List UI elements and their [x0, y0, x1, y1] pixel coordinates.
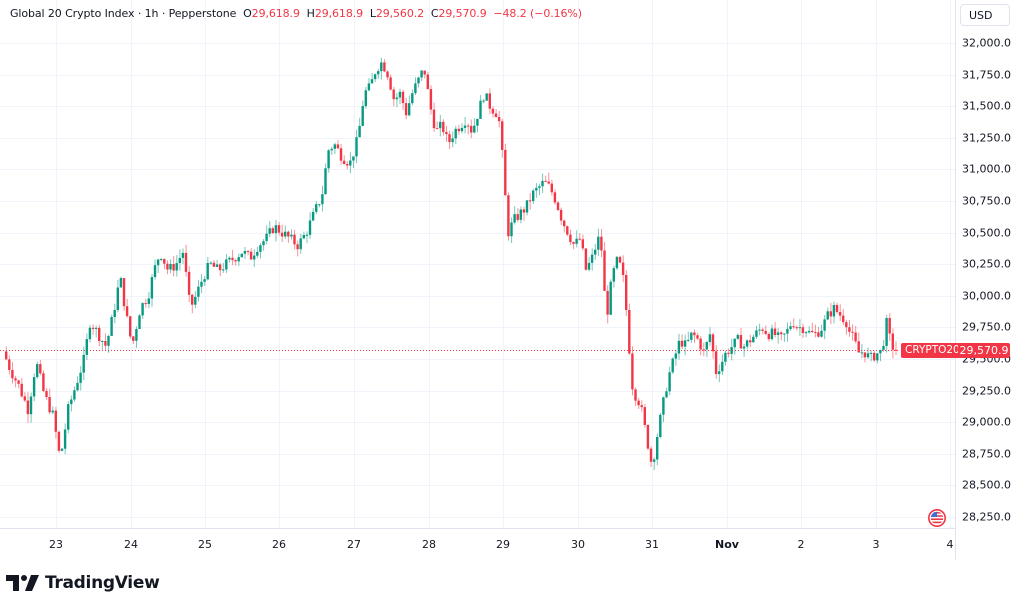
price-tick-label: 29,750.0 [962, 320, 1011, 334]
currency-button[interactable]: USD [960, 4, 1010, 26]
separator: · [137, 7, 142, 20]
last-price-tag: 29,570.9 [958, 343, 1010, 358]
price-tick-label: 31,750.0 [962, 68, 1011, 82]
candlestick-plot[interactable] [0, 0, 1024, 560]
grid-lines [0, 0, 955, 528]
low-value: 29,560.2 [375, 7, 425, 20]
chart-legend: Global 20 Crypto Index · 1h · Pepperston… [10, 7, 582, 20]
price-tick-label: 29,000.0 [962, 415, 1011, 429]
time-tick-label: 29 [496, 538, 510, 551]
price-tick-label: 30,500.0 [962, 226, 1011, 240]
time-tick-label: 31 [645, 538, 659, 551]
symbol-tag: CRYPTO20 [901, 343, 964, 358]
time-tick-label: 28 [422, 538, 436, 551]
high-label: H [306, 7, 315, 20]
separator: · [161, 7, 166, 20]
tradingview-logo-icon [6, 575, 39, 591]
price-tick-label: 30,750.0 [962, 194, 1011, 208]
price-tick-label: 31,500.0 [962, 99, 1011, 113]
price-tick-label: 31,250.0 [962, 131, 1011, 145]
high-value: 29,618.9 [314, 7, 364, 20]
tradingview-logo[interactable]: TradingView [6, 572, 160, 594]
time-tick-label: Nov [715, 538, 739, 551]
price-axis-divider [955, 0, 956, 560]
close-label: C [430, 7, 439, 20]
price-tick-label: 29,250.0 [962, 384, 1011, 398]
change-value: −48.2 (−0.16%) [493, 7, 582, 20]
time-tick-label: 2 [797, 538, 805, 551]
source: Pepperstone [168, 7, 237, 20]
price-tick-label: 32,000.0 [962, 36, 1011, 50]
candles [5, 57, 898, 471]
price-tick-label: 28,250.0 [962, 510, 1011, 524]
close-value: 29,570.9 [438, 7, 487, 20]
price-tick-label: 31,000.0 [962, 162, 1011, 176]
instrument-name[interactable]: Global 20 Crypto Index [10, 7, 135, 20]
time-tick-label: 30 [571, 538, 585, 551]
open-label: O [243, 7, 252, 20]
time-tick-label: 4 [946, 538, 954, 551]
interval[interactable]: 1h [144, 7, 159, 20]
time-tick-label: 27 [347, 538, 361, 551]
chart-area[interactable]: Global 20 Crypto Index · 1h · Pepperston… [0, 0, 1024, 560]
price-tick-label: 30,000.0 [962, 289, 1011, 303]
price-tick-label: 30,250.0 [962, 257, 1011, 271]
time-tick-label: 23 [49, 538, 63, 551]
time-tick-label: 25 [198, 538, 212, 551]
low-label: L [369, 7, 376, 20]
open-value: 29,618.9 [251, 7, 300, 20]
tradingview-wordmark: TradingView [45, 573, 160, 593]
time-tick-label: 3 [872, 538, 880, 551]
price-tick-label: 28,500.0 [962, 478, 1011, 492]
time-axis-divider [0, 528, 956, 529]
price-tick-label: 28,750.0 [962, 447, 1011, 461]
us-flag-icon[interactable] [928, 509, 946, 527]
time-tick-label: 26 [272, 538, 286, 551]
time-tick-label: 24 [124, 538, 138, 551]
